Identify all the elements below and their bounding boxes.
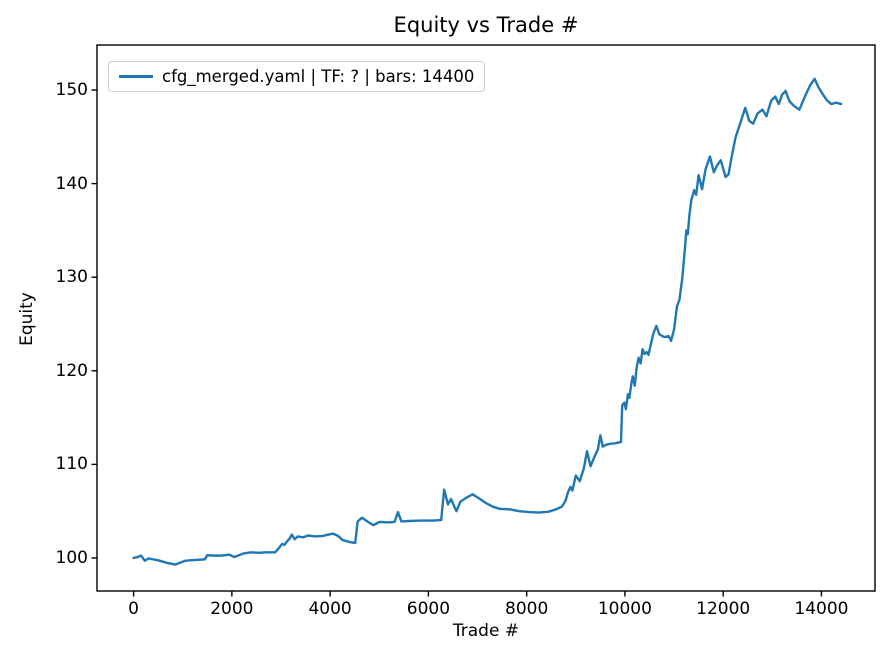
y-tick-label: 110 <box>55 454 88 475</box>
axes-spines <box>96 44 876 592</box>
x-tick-label: 12000 <box>696 599 751 619</box>
x-tick-label: 10000 <box>597 599 652 619</box>
x-tick-label: 2000 <box>210 599 254 619</box>
y-tick-label: 100 <box>55 547 88 568</box>
x-axis-label: Trade # <box>452 621 520 641</box>
x-tick-label: 14000 <box>794 599 849 619</box>
x-tick-label: 4000 <box>308 599 352 619</box>
tick-marks <box>91 89 823 597</box>
y-tick-label: 130 <box>55 267 88 288</box>
x-tick-label: 8000 <box>505 599 549 619</box>
chart-title: Equity vs Trade # <box>393 13 579 37</box>
y-axis-label: Equity <box>17 292 37 346</box>
x-tick-label: 0 <box>128 599 139 619</box>
y-tick-label: 120 <box>55 360 88 381</box>
legend-line-sample-icon <box>119 75 153 78</box>
x-tick-label: 6000 <box>406 599 451 619</box>
equity-line-series <box>132 77 843 566</box>
y-tick-label: 150 <box>55 80 88 101</box>
legend-entry-label: cfg_merged.yaml | TF: ? | bars: 14400 <box>162 67 475 86</box>
legend: cfg_merged.yaml | TF: ? | bars: 14400 <box>108 61 486 92</box>
y-tick-label: 140 <box>55 173 88 194</box>
